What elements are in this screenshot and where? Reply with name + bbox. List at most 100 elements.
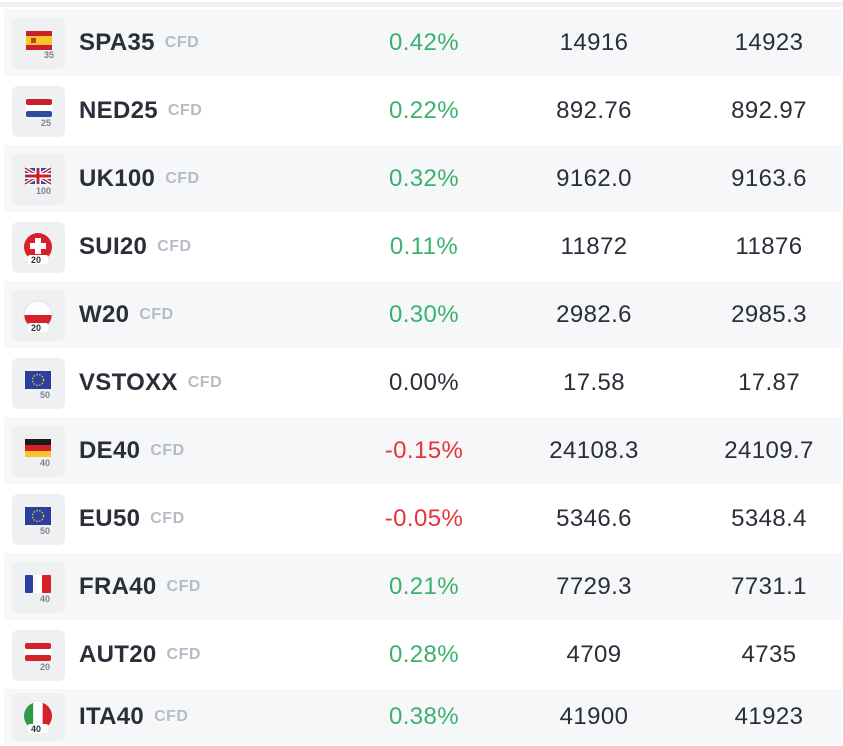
instrument-name: FRA40 CFD [79, 553, 201, 620]
instrument-name: NED25 CFD [79, 77, 202, 144]
table-row[interactable]: 40 DE40 CFD -0.15% 24108.3 24109.7 [4, 417, 841, 484]
index-badge: 20 [40, 662, 50, 672]
change-percent: 0.28% [388, 640, 460, 668]
index-badge: 25 [41, 118, 51, 128]
instrument-name: EU50 CFD [79, 485, 185, 552]
instrument-symbol: AUT20 [79, 640, 157, 668]
change-percent: 0.30% [388, 300, 460, 328]
instrument-symbol: NED25 [79, 96, 158, 124]
instrument-symbol: SPA35 [79, 28, 155, 56]
table-row[interactable]: 40 FRA40 CFD 0.21% 7729.3 7731.1 [4, 553, 841, 620]
instrument-type-badge: CFD [165, 169, 200, 187]
instrument-type-badge: CFD [150, 441, 185, 459]
top-edge [0, 0, 843, 9]
instrument-type-badge: CFD [154, 708, 189, 725]
instrument-type-badge: CFD [164, 33, 200, 51]
bid-price[interactable]: 7729.3 [556, 572, 632, 600]
bid-price[interactable]: 2982.6 [556, 300, 632, 328]
instrument-name: AUT20 CFD [79, 621, 201, 688]
instrument-symbol: DE40 [79, 436, 141, 464]
ask-price[interactable]: 7731.1 [731, 572, 807, 600]
france-flag-icon: 40 [12, 562, 65, 613]
instrument-symbol: FRA40 [79, 572, 157, 600]
ask-price[interactable]: 11876 [735, 232, 803, 260]
austria-flag-icon: 20 [12, 630, 65, 681]
netherlands-flag-icon: 25 [12, 86, 65, 137]
index-badge: 40 [31, 724, 41, 734]
instrument-symbol: SUI20 [79, 232, 148, 260]
table-row[interactable]: 25 NED25 CFD 0.22% 892.76 892.97 [4, 77, 841, 144]
instrument-type-badge: CFD [139, 305, 174, 323]
ask-price[interactable]: 892.97 [731, 96, 807, 124]
change-percent: 0.00% [388, 368, 460, 396]
table-row[interactable]: 20 SUI20 CFD 0.11% 11872 11876 [4, 213, 841, 280]
instruments-table: 35 SPA35 CFD 0.42% 14916 14923 25 NED25 CF… [4, 9, 841, 746]
switzerland-flag-icon: 20 [12, 222, 65, 273]
index-badge: 100 [36, 186, 51, 196]
eu-flag-icon: 50 [12, 494, 65, 545]
index-badge: 40 [40, 458, 50, 468]
table-row[interactable]: 40 ITA40 CFD 0.38% 41900 41923 [4, 689, 841, 745]
instrument-type-badge: CFD [167, 101, 203, 119]
instrument-type-badge: CFD [157, 237, 192, 255]
table-row[interactable]: 20 W20 CFD 0.30% 2982.6 2985.3 [4, 281, 841, 348]
bid-price[interactable]: 14916 [559, 28, 629, 56]
bid-price[interactable]: 17.58 [562, 368, 626, 396]
ask-price[interactable]: 4735 [741, 640, 797, 668]
index-badge: 40 [40, 594, 50, 604]
instrument-name: W20 CFD [79, 281, 174, 348]
instrument-name: UK100 CFD [79, 145, 200, 212]
bid-price[interactable]: 9162.0 [556, 164, 632, 192]
germany-flag-icon: 40 [12, 426, 65, 477]
instrument-symbol: UK100 [79, 164, 156, 192]
index-badge: 50 [40, 390, 50, 400]
instrument-name: SPA35 CFD [79, 9, 199, 76]
table-row[interactable]: 50 VSTOXX CFD 0.00% 17.58 17.87 [4, 349, 841, 416]
change-percent: 0.42% [388, 28, 460, 56]
instrument-name: ITA40 CFD [79, 689, 188, 745]
index-badge: 50 [40, 526, 50, 536]
divider [0, 2, 843, 7]
change-percent: 0.21% [388, 572, 460, 600]
ask-price[interactable]: 24109.7 [724, 436, 814, 464]
ask-price[interactable]: 5348.4 [731, 504, 807, 532]
instrument-type-badge: CFD [166, 645, 201, 663]
instrument-type-badge: CFD [166, 577, 201, 595]
change-percent: 0.11% [389, 232, 459, 260]
bid-price[interactable]: 41900 [559, 703, 629, 730]
ask-price[interactable]: 41923 [734, 703, 804, 730]
instrument-name: SUI20 CFD [79, 213, 192, 280]
change-percent: -0.05% [384, 504, 464, 532]
table-row[interactable]: 100 UK100 CFD 0.32% 9162.0 9163.6 [4, 145, 841, 212]
index-badge: 20 [31, 255, 41, 265]
table-row[interactable]: 50 EU50 CFD -0.05% 5346.6 5348.4 [4, 485, 841, 552]
ask-price[interactable]: 17.87 [737, 368, 801, 396]
table-row[interactable]: 35 SPA35 CFD 0.42% 14916 14923 [4, 9, 841, 76]
instrument-type-badge: CFD [187, 373, 223, 391]
instrument-type-badge: CFD [150, 509, 185, 527]
poland-flag-icon: 20 [12, 290, 65, 341]
uk-flag-icon: 100 [12, 154, 65, 205]
instrument-symbol: ITA40 [79, 703, 145, 730]
bid-price[interactable]: 5346.6 [556, 504, 632, 532]
ask-price[interactable]: 14923 [734, 28, 804, 56]
bid-price[interactable]: 4709 [566, 640, 622, 668]
eu-flag-icon: 50 [12, 358, 65, 409]
instrument-symbol: W20 [79, 300, 130, 328]
bid-price[interactable]: 24108.3 [549, 436, 639, 464]
instrument-name: DE40 CFD [79, 417, 185, 484]
table-row[interactable]: 20 AUT20 CFD 0.28% 4709 4735 [4, 621, 841, 688]
ask-price[interactable]: 2985.3 [731, 300, 807, 328]
change-percent: -0.15% [384, 436, 464, 464]
index-badge: 20 [31, 323, 41, 333]
change-percent: 0.32% [388, 164, 460, 192]
instrument-name: VSTOXX CFD [79, 349, 222, 416]
instrument-symbol: EU50 [79, 504, 141, 532]
change-percent: 0.38% [388, 703, 460, 730]
spain-flag-icon: 35 [12, 18, 65, 69]
bid-price[interactable]: 11872 [560, 232, 628, 260]
ask-price[interactable]: 9163.6 [731, 164, 807, 192]
change-percent: 0.22% [388, 96, 460, 124]
italy-flag-icon: 40 [12, 693, 65, 741]
bid-price[interactable]: 892.76 [556, 96, 632, 124]
